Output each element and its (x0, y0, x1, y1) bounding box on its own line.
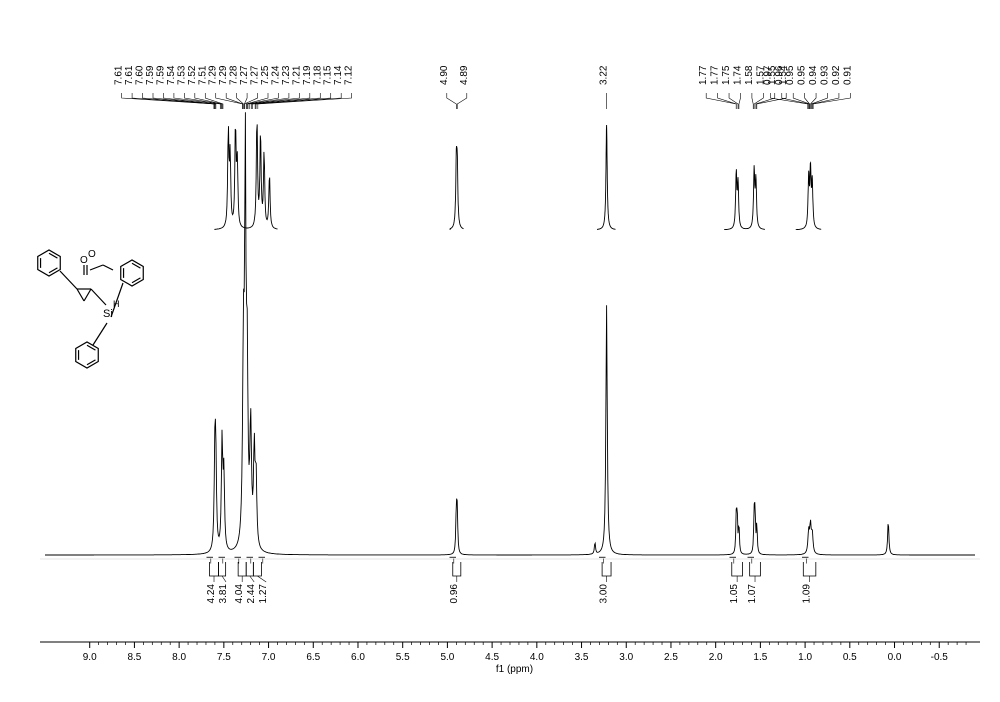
inset-zoom (796, 163, 821, 230)
peak-label: 0.95 (797, 65, 808, 85)
integral-label: 0.96 (449, 584, 460, 604)
tick-label: 8.0 (172, 652, 186, 663)
peak-label: 7.24 (270, 65, 281, 85)
peak-label: 4.90 (439, 65, 450, 85)
peak-label: 7.54 (166, 65, 177, 85)
integral-label: 3.00 (599, 584, 610, 604)
integral-label: 4.04 (234, 584, 245, 604)
tick-label: 2.0 (709, 652, 723, 663)
peak-label: 0.95 (785, 65, 796, 85)
peak-label: 3.22 (599, 65, 610, 85)
peak-label: 7.52 (187, 65, 198, 85)
peak-label: 7.61 (114, 65, 125, 85)
svg-text:–I: –I (448, 556, 458, 564)
tick-label: 7.5 (217, 652, 231, 663)
peak-label: 7.61 (124, 65, 135, 85)
peak-label: 7.51 (197, 65, 208, 85)
svg-text:Si: Si (103, 308, 113, 320)
tick-label: 5.5 (396, 652, 410, 663)
structure-inset: OOSiH (38, 249, 144, 368)
inset-zoom (725, 165, 765, 230)
spectrum-trace (45, 112, 975, 555)
tick-label: 8.5 (127, 652, 141, 663)
integral-label: 3.81 (218, 584, 229, 604)
integral-label: 1.09 (802, 584, 813, 604)
peak-label: 7.14 (333, 65, 344, 85)
peak-label: 1.58 (744, 65, 755, 85)
peak-label: 7.12 (344, 65, 355, 85)
peak-label: 0.96 (774, 65, 785, 85)
peak-label: 1.77 (710, 65, 721, 85)
peak-label: 0.97 (762, 65, 773, 85)
peak-label: 0.91 (842, 65, 853, 85)
tick-label: 4.0 (530, 652, 544, 663)
tick-label: 7.0 (262, 652, 276, 663)
tick-label: 1.0 (798, 652, 812, 663)
peak-label: 7.15 (323, 65, 334, 85)
peak-label: 0.94 (808, 65, 819, 85)
tick-label: 1.5 (753, 652, 767, 663)
tick-label: 2.5 (664, 652, 678, 663)
peak-label: 1.75 (721, 65, 732, 85)
svg-text:–I: –I (801, 556, 811, 564)
peak-label: 7.19 (302, 65, 313, 85)
svg-text:O: O (88, 249, 96, 260)
peak-label: 7.28 (229, 65, 240, 85)
peak-label: 4.89 (459, 65, 470, 85)
integral-label: 1.05 (729, 584, 740, 604)
peak-label: 7.23 (281, 65, 292, 85)
svg-text:–I: –I (746, 556, 756, 564)
peak-label: 7.21 (291, 65, 302, 85)
peak-label: 0.92 (831, 65, 842, 85)
peak-label: 7.27 (239, 65, 250, 85)
peak-label: 7.25 (260, 65, 271, 85)
integral-label: 4.24 (206, 584, 217, 604)
tick-label: 9.0 (83, 652, 97, 663)
tick-label: 3.0 (619, 652, 633, 663)
peak-label: 7.27 (250, 65, 261, 85)
integral-label: 2.44 (246, 584, 257, 604)
axis-label: f1 (ppm) (496, 664, 533, 675)
tick-label: 6.0 (351, 652, 365, 663)
peak-label: 1.77 (698, 65, 709, 85)
peak-label: 7.59 (145, 65, 156, 85)
svg-text:–I: –I (233, 556, 243, 564)
tick-label: 5.0 (440, 652, 454, 663)
inset-zoom (450, 146, 463, 230)
svg-text:–I: –I (257, 556, 267, 564)
inset-zoom (598, 125, 616, 230)
integral-label: 1.27 (258, 584, 269, 604)
integral-label: 1.07 (747, 584, 758, 604)
nmr-spectrum: 9.0 8.5 8.0 7.5 7.0 6.5 6.0 5.5 5.0 4.5 4.0 3.5 3.0 2… (0, 0, 1000, 702)
peak-label: 1.74 (732, 65, 743, 85)
svg-text:–I: –I (728, 556, 738, 564)
tick-label: 0.0 (888, 652, 902, 663)
peak-label: 7.29 (218, 65, 229, 85)
tick-label: -0.5 (931, 652, 949, 663)
svg-text:O: O (80, 255, 88, 266)
peak-label: 7.53 (176, 65, 187, 85)
peak-label: 0.93 (819, 65, 830, 85)
peak-label: 7.18 (312, 65, 323, 85)
tick-label: 6.5 (306, 652, 320, 663)
tick-label: 3.5 (575, 652, 589, 663)
tick-label: 4.5 (485, 652, 499, 663)
svg-text:–I: –I (217, 556, 227, 564)
svg-text:–I: –I (598, 556, 608, 564)
peak-label: 7.59 (155, 65, 166, 85)
peak-label: 7.60 (135, 65, 146, 85)
peak-label: 7.29 (208, 65, 219, 85)
tick-label: 0.5 (843, 652, 857, 663)
svg-text:–I: –I (205, 556, 215, 564)
